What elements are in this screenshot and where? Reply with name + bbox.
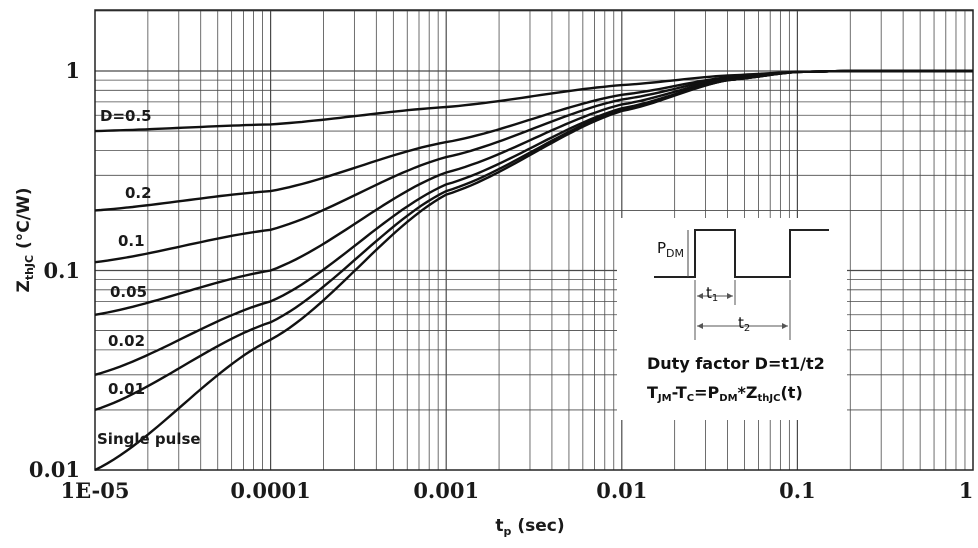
series-label: 0.05: [110, 283, 147, 301]
x-tick-label: 0.0001: [230, 478, 310, 503]
series-label: 0.02: [108, 332, 145, 350]
t1-label: t1: [706, 284, 718, 304]
t2-arrow-left: [697, 323, 703, 329]
x-tick-labels: 1E-05 0.0001 0.001 0.01 0.1 1: [61, 478, 974, 503]
y-tick-labels: 0.01 0.1 1: [29, 58, 80, 482]
t2-label: t2: [738, 314, 750, 334]
t1-arrow-right: [727, 293, 733, 299]
plot-frame: [94, 9, 974, 471]
x-tick-label: 0.001: [413, 478, 479, 503]
series-label: 0.2: [125, 184, 152, 202]
x-axis-label: tp (sec): [495, 516, 564, 538]
series-line: [94, 69, 973, 212]
y-axis-label: ZthJC (°C/W): [14, 188, 36, 293]
series-label: 0.1: [118, 232, 145, 250]
series-line: [94, 69, 973, 472]
y-tick-label: 1: [65, 58, 80, 83]
x-tick-label: 1E-05: [61, 478, 130, 503]
inset-background: [617, 218, 847, 420]
t2-arrow-right: [782, 323, 788, 329]
series-label: 0.01: [108, 380, 145, 398]
duty-cycle-inset: PDM t1 t2 Duty factor D=t1/t2 TJM-TC=PDM…: [647, 229, 829, 404]
junction-temperature-formula: TJM-TC=PDM*ZthJC(t): [647, 383, 803, 404]
x-tick-label: 0.1: [779, 478, 816, 503]
t1-arrow-left: [697, 293, 703, 299]
curve-labels: D=0.5 0.2 0.1 0.05 0.02 0.01 Single puls…: [97, 107, 201, 448]
curves: [94, 69, 973, 472]
x-tick-label: 0.01: [596, 478, 647, 503]
pulse-waveform: [654, 229, 829, 278]
pdm-label: PDM: [657, 239, 684, 260]
x-tick-label: 1: [959, 478, 974, 503]
series-label: Single pulse: [97, 430, 201, 448]
series-label: D=0.5: [100, 107, 152, 125]
y-tick-label: 0.1: [43, 258, 80, 283]
duty-factor-text: Duty factor D=t1/t2: [647, 354, 825, 373]
y-tick-label: 0.01: [29, 457, 80, 482]
